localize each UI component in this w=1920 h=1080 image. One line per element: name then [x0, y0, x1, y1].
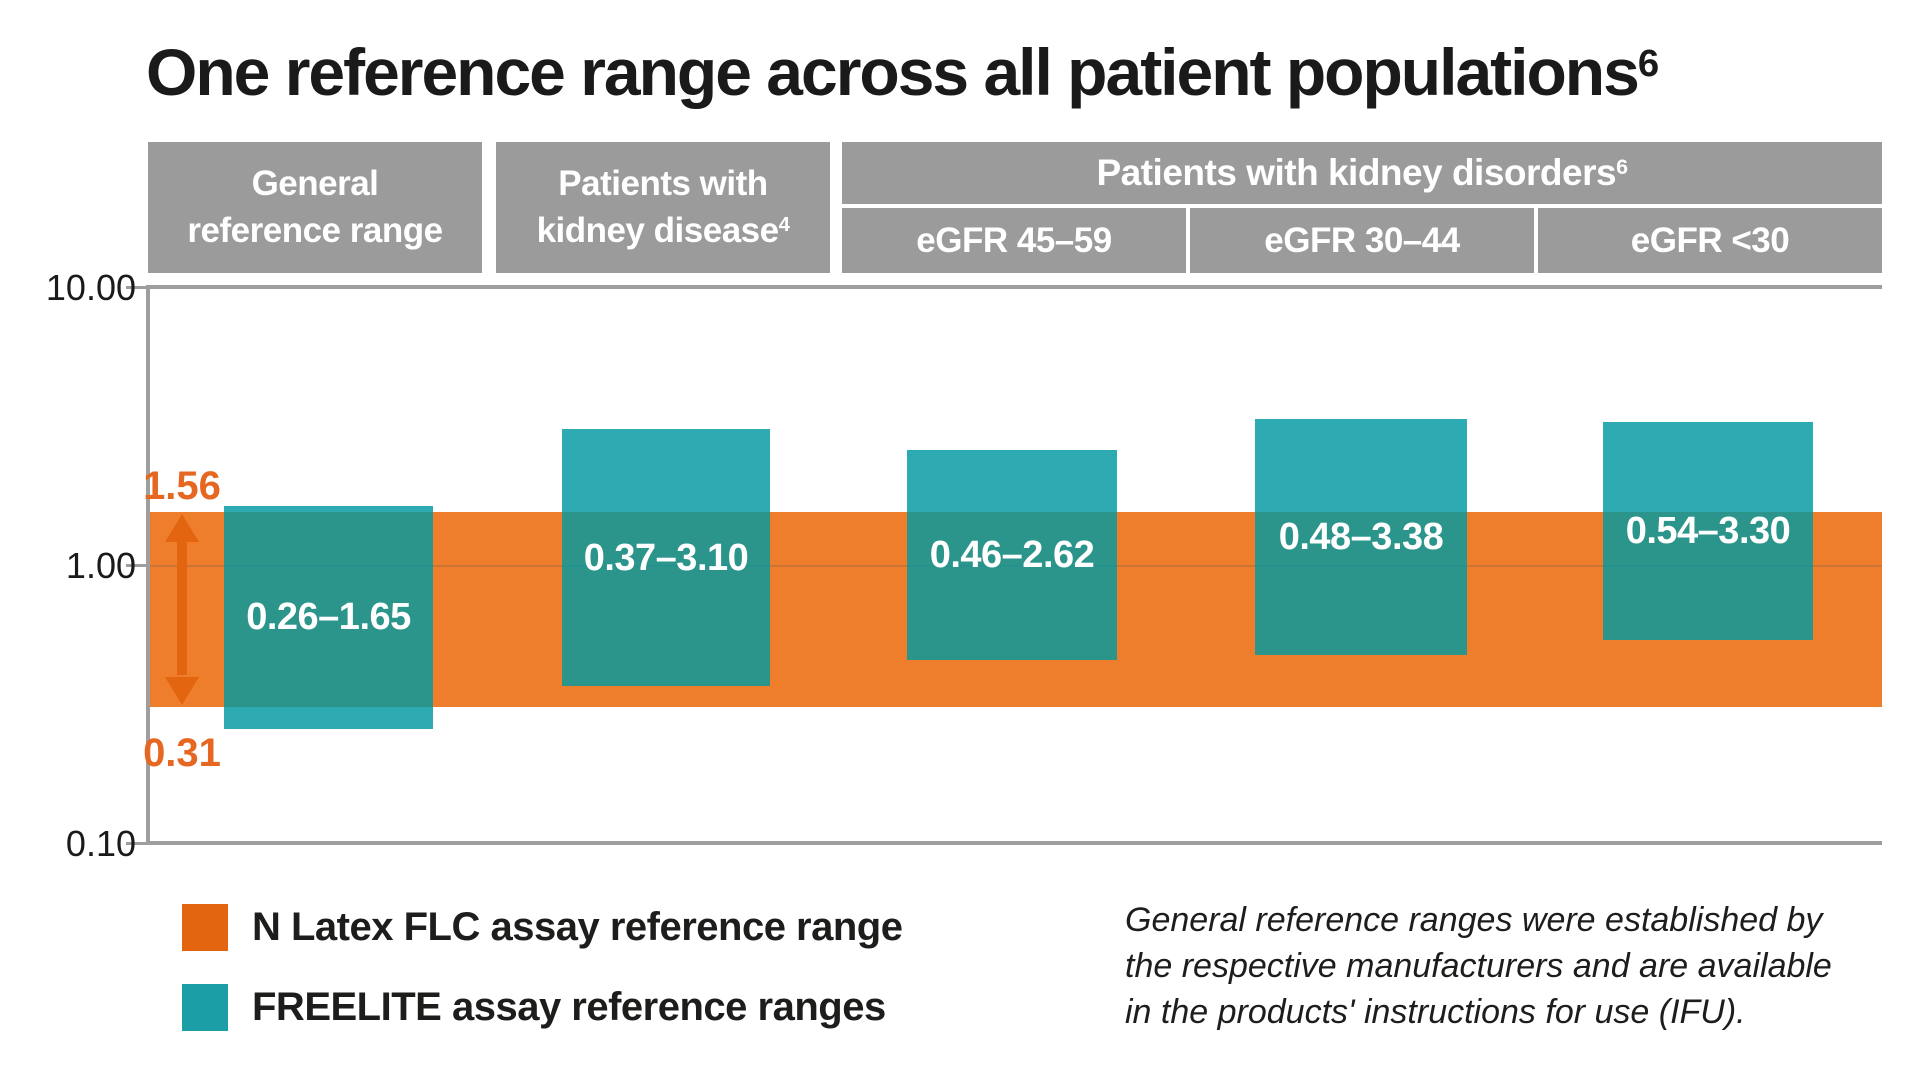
y-axis-tick	[126, 564, 148, 567]
freelite-range-bar	[562, 429, 770, 687]
range-arrow-shaft	[177, 540, 187, 676]
freelite-range-bar	[1255, 418, 1467, 655]
freelite-range-bar	[224, 505, 433, 729]
n-latex-swatch	[182, 904, 228, 951]
n-latex-low-label: 0.31	[143, 731, 221, 776]
column-header-egfr-45-59: eGFR 45–59	[842, 208, 1186, 273]
legend-item-n-latex: N Latex FLC assay reference range	[182, 904, 1082, 951]
range-bar-label: 0.46–2.62	[929, 533, 1095, 576]
plot-top-border	[146, 285, 1882, 289]
column-header-kidney-disease: Patients with kidney disease4	[496, 142, 830, 273]
freelite-swatch	[182, 984, 228, 1031]
column-header-egfr-below-30: eGFR <30	[1538, 208, 1882, 273]
y-tick-label-0-1: 0.10	[65, 823, 136, 864]
n-latex-high-label: 1.56	[143, 464, 221, 509]
column-header-egfr-30-44: eGFR 30–44	[1190, 208, 1534, 273]
y-axis-line	[146, 285, 150, 845]
legend-label: FREELITE assay reference ranges	[252, 985, 886, 1029]
y-tick-label-1: 1.00	[65, 545, 136, 586]
y-axis-tick	[126, 286, 148, 289]
range-bar-label: 0.54–3.30	[1625, 510, 1791, 553]
title-superscript: 6	[1637, 41, 1659, 85]
range-bar-label: 0.26–1.65	[246, 596, 411, 639]
legend-item-freelite: FREELITE assay reference ranges	[182, 984, 1082, 1031]
legend-label: N Latex FLC assay reference range	[252, 905, 903, 949]
column-header-general-reference-range: General reference range	[148, 142, 482, 273]
plot-bottom-border	[146, 841, 1882, 845]
header-superscript: 4	[778, 214, 790, 237]
range-bar-label: 0.48–3.38	[1278, 515, 1444, 558]
y-tick-label-10: 10.00	[45, 267, 136, 308]
header-superscript: 6	[1616, 155, 1628, 180]
y-axis-tick	[126, 842, 148, 845]
column-header-kidney-disorders-group: Patients with kidney disorders6	[842, 142, 1882, 204]
arrow-up-icon	[165, 514, 199, 543]
range-bar-label: 0.37–3.10	[583, 536, 749, 579]
freelite-range-bar	[907, 449, 1117, 660]
freelite-range-bar	[1603, 421, 1813, 641]
page-title: One reference range across all patient p…	[146, 35, 1659, 109]
arrow-down-icon	[165, 677, 199, 706]
footnote: General reference ranges were establishe…	[1125, 901, 1832, 1031]
